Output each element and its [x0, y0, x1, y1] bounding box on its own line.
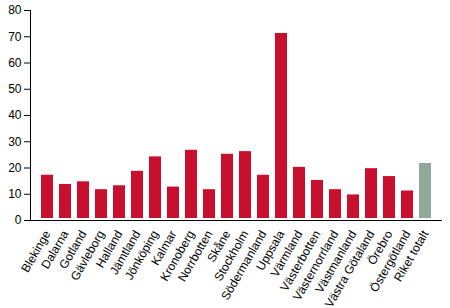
svg-text:80: 80 [8, 3, 22, 17]
svg-text:Stockholm: Stockholm [211, 227, 252, 284]
svg-text:30: 30 [8, 135, 22, 149]
svg-text:50: 50 [8, 82, 22, 96]
svg-text:Södermanland: Södermanland [218, 227, 270, 303]
svg-text:20: 20 [8, 161, 22, 175]
svg-text:Västmanland: Västmanland [312, 227, 360, 296]
svg-text:70: 70 [8, 30, 22, 44]
svg-text:Skåne: Skåne [204, 227, 234, 265]
svg-text:0: 0 [15, 213, 22, 227]
svg-text:Norrbotten: Norrbotten [174, 227, 216, 284]
svg-text:Värmland: Värmland [267, 227, 306, 280]
svg-text:40: 40 [8, 108, 22, 122]
svg-text:Dalarna: Dalarna [38, 227, 72, 272]
svg-text:Riket totalt: Riket totalt [391, 227, 432, 284]
svg-text:Jönköping: Jönköping [121, 227, 162, 283]
svg-text:Gävleborg: Gävleborg [67, 227, 108, 283]
svg-text:Västerbotten: Västerbotten [277, 227, 324, 294]
svg-text:Uppsala: Uppsala [253, 227, 288, 274]
svg-text:60: 60 [8, 56, 22, 70]
svg-text:Västra Götaland: Västra Götaland [322, 228, 377, 308]
svg-text:Halland: Halland [92, 227, 126, 271]
svg-text:Gotland: Gotland [56, 227, 90, 272]
svg-text:Västernorrland: Västernorrland [289, 227, 342, 304]
svg-text:Kronoberg: Kronoberg [157, 227, 198, 284]
svg-text:Östergötland: Östergötland [366, 227, 414, 295]
svg-text:10: 10 [8, 187, 22, 201]
svg-text:Jämtland: Jämtland [106, 227, 144, 278]
svg-text:Örebro: Örebro [364, 227, 396, 268]
svg-text:Blekinge: Blekinge [18, 227, 54, 275]
svg-text:Kalmar: Kalmar [148, 227, 180, 268]
